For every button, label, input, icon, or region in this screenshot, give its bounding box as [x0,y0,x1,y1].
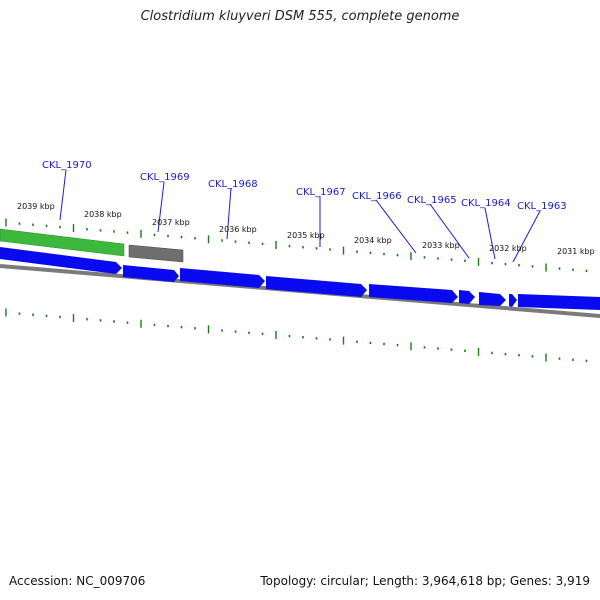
gene-feature-cds[interactable] [123,265,179,282]
gene-feature-cds[interactable] [266,276,367,297]
leader-line [429,203,470,259]
leader-line [512,210,541,263]
scale-label: 2038 kbp [84,210,122,219]
inner-scale-ticks [5,308,588,363]
gene-feature-cds[interactable] [509,294,517,307]
gene-label[interactable]: CKL_1966 [352,191,402,202]
leader-line [226,187,232,240]
scale-label: 2035 kbp [287,231,325,240]
gene-feature-cds[interactable] [369,284,458,303]
leader-line [59,169,67,221]
scale-label: 2037 kbp [152,218,190,227]
scale-label: 2031 kbp [557,247,595,256]
scale-label: 2039 kbp [17,202,55,211]
gene-labels: CKL_1970 CKL_1969 CKL_1968 CKL_1967 CKL_… [42,160,567,212]
genome-summary-text: Topology: circular; Length: 3,964,618 bp… [260,574,590,588]
gene-label[interactable]: CKL_1969 [140,172,190,183]
leader-line [375,199,417,254]
gene-feature-rna[interactable] [0,228,125,257]
gene-feature-cds[interactable] [479,292,506,306]
gene-label-leaders [59,169,541,263]
gene-feature-cds[interactable] [459,290,475,304]
gene-feature-cds[interactable] [180,268,265,288]
scale-label: 2034 kbp [354,236,392,245]
genome-title: Clostridium kluyveri DSM 555, complete g… [140,9,460,24]
gene-feature-cds[interactable] [0,247,122,274]
leader-line [157,181,165,233]
leader-line [484,207,496,260]
scale-label: 2036 kbp [219,225,257,234]
gene-label[interactable]: CKL_1967 [296,187,346,198]
gene-feature-pseudo[interactable] [128,244,184,263]
gene-label[interactable]: CKL_1968 [208,179,258,190]
scale-label: 2033 kbp [422,241,460,250]
gene-label[interactable]: CKL_1965 [407,195,457,206]
outer-scale-ticks [5,218,588,273]
gene-label[interactable]: CKL_1964 [461,198,511,209]
gene-features [0,228,600,310]
gene-feature-cds[interactable] [518,294,600,310]
accession-text: Accession: NC_009706 [9,574,146,588]
scale-labels: 2039 kbp 2038 kbp 2037 kbp 2036 kbp 2035… [17,202,595,256]
gene-label[interactable]: CKL_1970 [42,160,92,171]
scale-label: 2032 kbp [489,244,527,253]
gene-label[interactable]: CKL_1963 [517,201,567,212]
